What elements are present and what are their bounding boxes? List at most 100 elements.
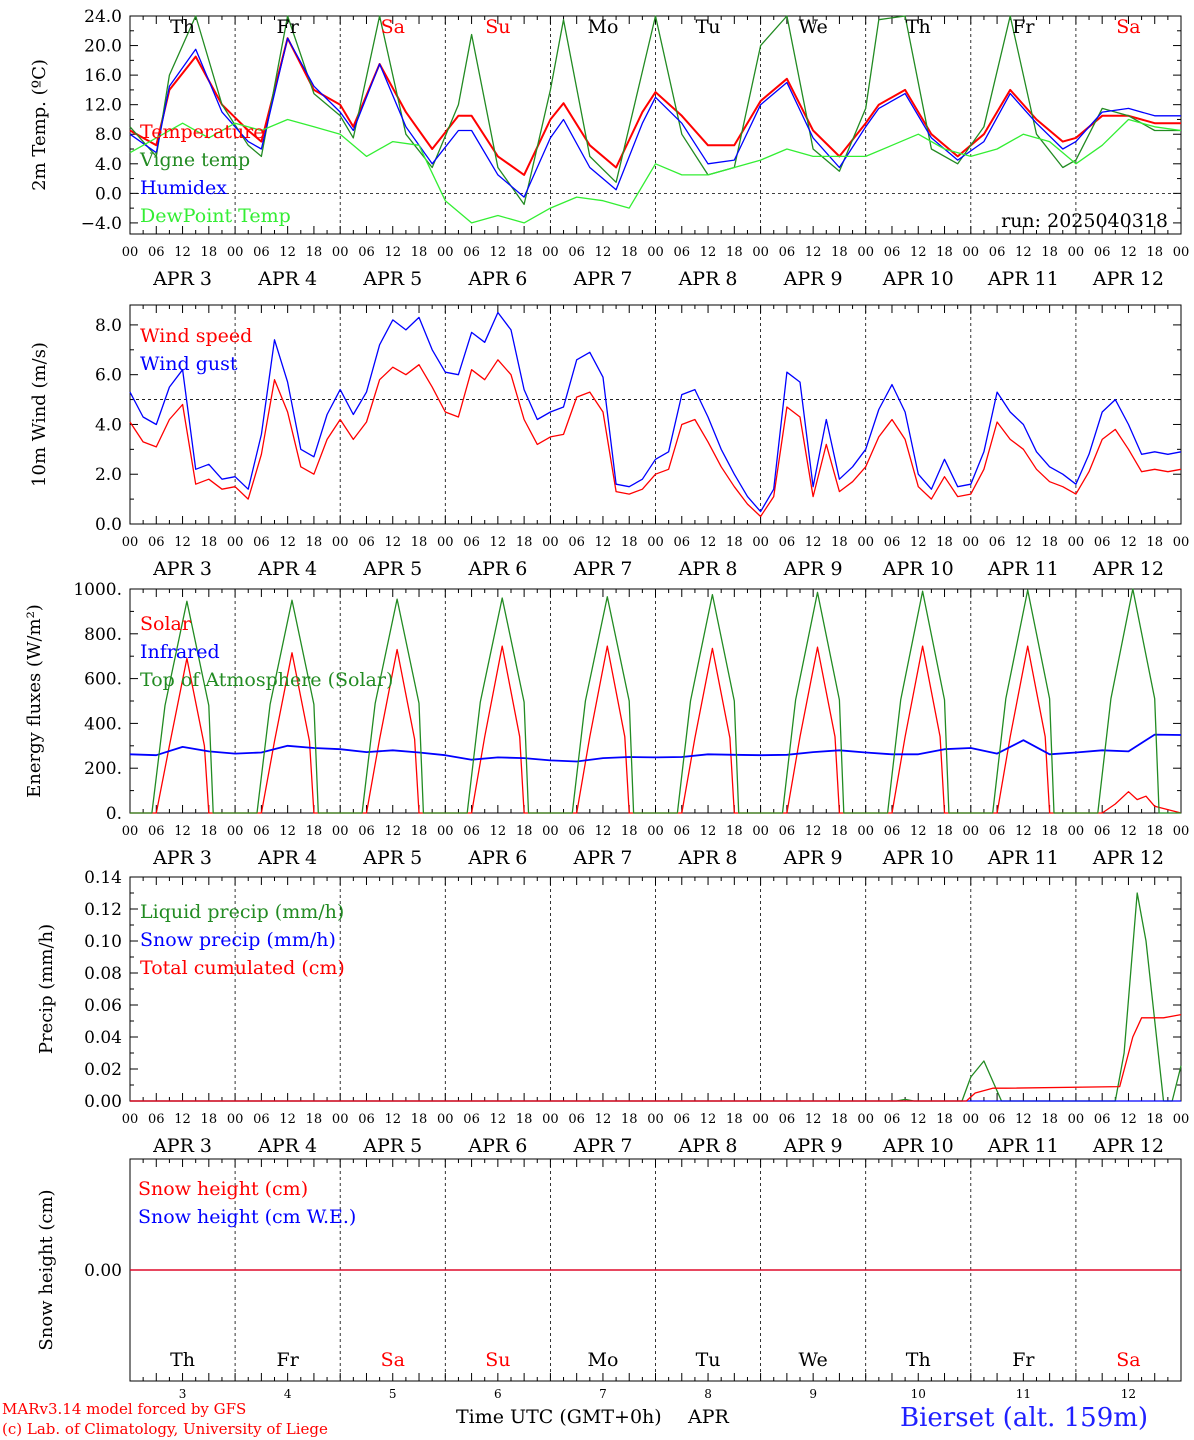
x-hour-label: 12 <box>805 1112 822 1127</box>
y-tick-label: 0.10 <box>84 932 122 952</box>
legend-entry: Total cumulated (cm) <box>140 957 345 979</box>
x-hour-label: 18 <box>411 245 428 260</box>
x-date-label: APR 7 <box>572 847 632 869</box>
x-hour-label: 12 <box>700 535 717 550</box>
x-hour-label: 00 <box>752 535 769 550</box>
legend-entry: Snow height (cm W.E.) <box>138 1206 356 1228</box>
x-hour-label: 06 <box>358 535 375 550</box>
x-date-label: APR 6 <box>467 268 527 290</box>
day-number: 7 <box>599 1387 607 1401</box>
day-number: 11 <box>1016 1387 1031 1401</box>
x-hour-label: 00 <box>1068 1112 1085 1127</box>
x-hour-label: 00 <box>1173 535 1190 550</box>
x-hour-label: 00 <box>542 245 559 260</box>
y-tick-label: 0.04 <box>84 1028 122 1048</box>
series-line <box>129 37 1181 198</box>
x-hour-label: 06 <box>884 535 901 550</box>
x-hour-label: 12 <box>384 245 401 260</box>
lab-credit: (c) Lab. of Climatology, University of L… <box>2 1420 328 1438</box>
panel-5: 0.00 Snow height (cm) Snow height (cm) Snow… <box>36 1158 1182 1382</box>
x-hour-label: 18 <box>831 824 848 839</box>
x-hour-label: 06 <box>253 824 270 839</box>
x-hour-label: 00 <box>963 245 980 260</box>
x-hour-label: 06 <box>358 245 375 260</box>
day-number: 9 <box>809 1387 817 1401</box>
x-hour-label: 18 <box>411 824 428 839</box>
series-line <box>129 359 1182 518</box>
x-hour-label: 00 <box>752 245 769 260</box>
station-label: Bierset (alt. 159m) <box>900 1403 1149 1433</box>
series-line <box>129 118 1182 224</box>
x-hour-label: 06 <box>568 824 585 839</box>
x-hour-label: 12 <box>805 535 822 550</box>
y-tick-label: 8.0 <box>95 316 122 336</box>
y-axis-title: Snow height (cm) <box>36 1189 57 1350</box>
x-hour-label: 18 <box>1041 1112 1058 1127</box>
x-hour-label: 18 <box>936 824 953 839</box>
legend-entry: Wind gust <box>140 353 238 375</box>
x-hour-label: 06 <box>779 1112 796 1127</box>
x-date-label: APR 10 <box>882 268 954 290</box>
x-date-label: APR 10 <box>882 558 954 580</box>
x-hour-label: 18 <box>1146 824 1163 839</box>
x-hour-label: 18 <box>726 1112 743 1127</box>
day-number: 10 <box>911 1387 926 1401</box>
x-date-label: APR 4 <box>257 847 317 869</box>
x-date-label: APR 4 <box>257 1135 317 1157</box>
x-hour-label: 00 <box>437 245 454 260</box>
x-hour-label: 18 <box>1146 245 1163 260</box>
series-line <box>129 311 1182 513</box>
x-hour-label: 18 <box>621 245 638 260</box>
y-tick-label: 16.0 <box>84 66 122 86</box>
x-date-label: APR 5 <box>362 268 422 290</box>
x-hour-label: 00 <box>963 824 980 839</box>
day-number: 8 <box>704 1387 712 1401</box>
x-hour-label: 06 <box>1094 245 1111 260</box>
panel-1: −4.0 0.0 4.0 8.0 12.0 16.0 20.0 24.0 2m Temp. (º… <box>29 7 1189 290</box>
y-tick-label: 1000. <box>73 580 122 600</box>
x-hour-label: 12 <box>279 535 296 550</box>
y-tick-label: 800. <box>84 625 122 645</box>
x-date-label: APR 9 <box>783 268 843 290</box>
run-label: run: 2025040318 <box>1001 210 1168 232</box>
x-hour-label: 00 <box>227 245 244 260</box>
x-hour-label: 06 <box>884 824 901 839</box>
x-date-label: APR 4 <box>257 558 317 580</box>
x-hour-label: 12 <box>1120 535 1137 550</box>
x-hour-label: 00 <box>857 824 874 839</box>
day-number: 12 <box>1121 1387 1136 1401</box>
x-hour-label: 00 <box>857 535 874 550</box>
x-hour-label: 00 <box>227 824 244 839</box>
day-abbr-top: Mo <box>587 16 618 38</box>
x-axis-title: Time UTC (GMT+0h) <box>456 1406 662 1428</box>
x-hour-label: 12 <box>805 824 822 839</box>
legend-entry: Top of Atmosphere (Solar) <box>140 669 393 691</box>
x-hour-label: 06 <box>148 535 165 550</box>
x-hour-label: 00 <box>437 1112 454 1127</box>
x-date-label: APR 12 <box>1092 268 1164 290</box>
x-hour-label: 00 <box>122 245 139 260</box>
y-tick-label: −4.0 <box>81 214 122 234</box>
x-hour-label: 00 <box>647 535 664 550</box>
legend-entry: Snow height (cm) <box>138 1178 308 1200</box>
x-hour-label: 00 <box>1173 1112 1190 1127</box>
x-hour-label: 18 <box>306 535 323 550</box>
x-hour-label: 00 <box>542 535 559 550</box>
y-tick-label: 12.0 <box>84 96 122 116</box>
x-date-label: APR 11 <box>987 268 1059 290</box>
x-hour-label: 06 <box>989 245 1006 260</box>
x-hour-label: 12 <box>910 245 927 260</box>
day-abbr-top: Fr <box>1012 16 1035 38</box>
x-hour-label: 12 <box>1015 1112 1032 1127</box>
x-hour-label: 12 <box>174 824 191 839</box>
x-hour-label: 00 <box>122 535 139 550</box>
day-abbr-top: Sa <box>381 16 405 38</box>
y-tick-label: 0.0 <box>95 515 122 535</box>
x-date-label: APR 8 <box>678 558 738 580</box>
x-hour-label: 06 <box>463 824 480 839</box>
x-hour-label: 00 <box>1173 245 1190 260</box>
x-hour-label: 12 <box>174 1112 191 1127</box>
x-hour-label: 12 <box>595 824 612 839</box>
y-tick-label: 4.0 <box>95 415 122 435</box>
x-hour-label: 06 <box>1094 535 1111 550</box>
